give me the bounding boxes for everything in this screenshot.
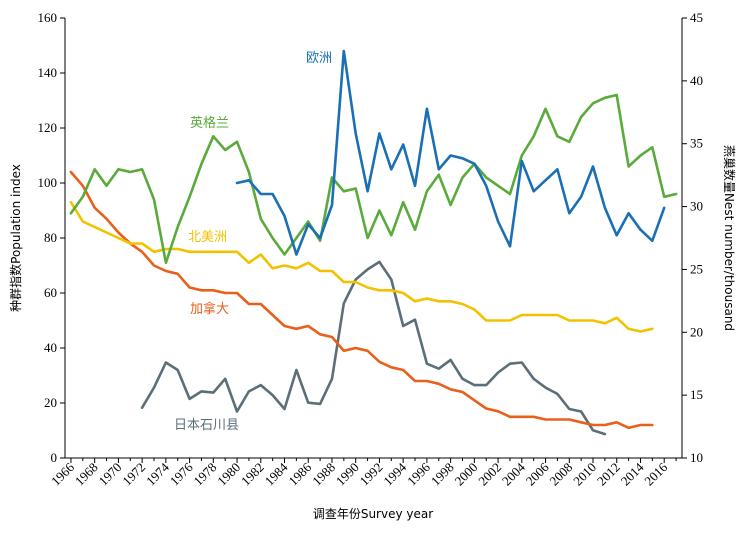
x-tick-label: 1972 xyxy=(119,460,148,489)
x-tick-label: 1990 xyxy=(333,460,362,489)
right-y-ticks: 10 15 20 25 30 35 40 45 xyxy=(682,10,703,465)
label-canada: 加拿大 xyxy=(190,301,229,317)
right-tick-label: 45 xyxy=(690,10,703,25)
x-tick-label: 1986 xyxy=(285,459,314,488)
x-tick-label: 1982 xyxy=(238,460,267,489)
left-y-ticks: 0 20 40 60 80 100 120 140 160 xyxy=(38,10,65,465)
series-line-4 xyxy=(140,260,607,436)
x-tick-label: 1968 xyxy=(72,460,101,489)
x-tick-label: 1970 xyxy=(96,460,125,489)
x-tick-label: 1994 xyxy=(380,459,409,488)
x-tick-label: 2008 xyxy=(546,460,575,489)
x-tick-label: 1984 xyxy=(262,459,291,488)
x-tick-label: 1974 xyxy=(143,459,172,488)
left-tick-label: 20 xyxy=(44,395,57,410)
x-ticks: 1966196819701972197419761978198019821984… xyxy=(48,458,677,489)
x-tick-label: 2016 xyxy=(641,459,670,488)
x-tick-label: 2014 xyxy=(618,459,647,488)
right-tick-label: 30 xyxy=(690,199,703,214)
x-tick-label: 1998 xyxy=(428,460,457,489)
x-tick-label: 1976 xyxy=(167,459,196,488)
axes xyxy=(64,18,683,459)
left-y-axis-title: 种群指数Population index xyxy=(8,164,23,312)
x-axis-title: 调查年份Survey year xyxy=(313,507,433,521)
x-tick-label: 1978 xyxy=(190,460,219,489)
right-tick-label: 40 xyxy=(690,73,703,88)
left-tick-label: 80 xyxy=(44,230,57,245)
left-tick-label: 100 xyxy=(38,175,58,190)
x-tick-label: 2002 xyxy=(475,460,504,489)
x-tick-label: 1992 xyxy=(357,460,386,489)
series-lines xyxy=(69,49,678,436)
left-tick-label: 40 xyxy=(44,340,57,355)
label-ishikawa: 日本石川县 xyxy=(174,418,239,433)
right-tick-label: 10 xyxy=(690,450,703,465)
right-tick-label: 15 xyxy=(690,387,703,402)
series-line-2 xyxy=(69,200,654,333)
right-tick-label: 35 xyxy=(690,136,703,151)
x-tick-label: 2012 xyxy=(594,460,623,489)
series-line-1 xyxy=(69,93,678,265)
x-tick-label: 1996 xyxy=(404,459,433,488)
label-england: 英格兰 xyxy=(190,115,229,131)
left-tick-label: 0 xyxy=(51,450,58,465)
left-tick-label: 160 xyxy=(38,10,58,25)
x-tick-label: 2000 xyxy=(451,460,480,489)
left-tick-label: 60 xyxy=(44,285,57,300)
x-tick-label: 2006 xyxy=(523,459,552,488)
label-europe: 欧洲 xyxy=(306,51,332,66)
left-tick-label: 140 xyxy=(38,65,58,80)
x-tick-label: 2004 xyxy=(499,459,528,488)
label-north-america: 北美洲 xyxy=(188,230,227,245)
x-tick-label: 1980 xyxy=(214,460,243,489)
x-tick-label: 1988 xyxy=(309,460,338,489)
right-tick-label: 25 xyxy=(690,261,703,276)
right-tick-label: 20 xyxy=(690,324,703,339)
series-line-0 xyxy=(235,49,666,256)
left-tick-label: 120 xyxy=(38,120,58,135)
x-tick-label: 2010 xyxy=(570,460,599,489)
right-y-axis-title: 燕巢数量Nest number/thousand xyxy=(722,145,737,331)
series-line-3 xyxy=(69,170,654,430)
series-labels: 欧洲 英格兰 北美洲 加拿大 日本石川县 xyxy=(174,51,332,433)
